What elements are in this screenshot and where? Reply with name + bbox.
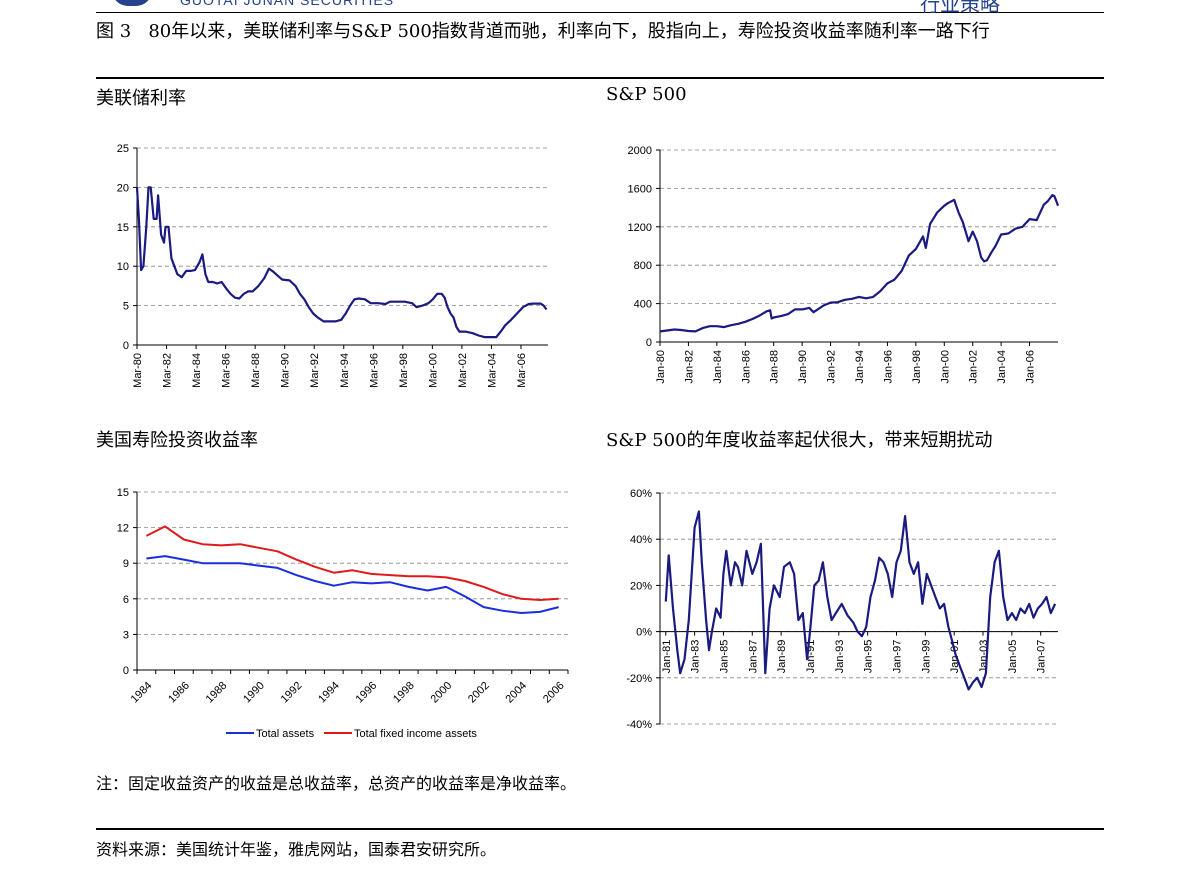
- ins-xtick-label: 2004: [503, 680, 529, 706]
- ret-ytick-label: 20%: [630, 580, 652, 592]
- ret-ytick-label: 0%: [636, 627, 652, 639]
- fed-ytick-label: 5: [123, 301, 129, 313]
- sp-xtick-label: Jan-90: [797, 350, 809, 384]
- sp-ytick-label: 0: [646, 337, 652, 349]
- panel-title-returns: S&P 500的年度收益率起伏很大，带来短期扰动: [606, 430, 993, 451]
- sp-xtick-label: Jan-06: [1025, 350, 1037, 384]
- ins-ytick-label: 9: [123, 558, 129, 570]
- footer-rule: [96, 828, 1104, 830]
- sp-xtick-label: Jan-88: [769, 350, 781, 384]
- fed-xtick-label: Mar-82: [162, 353, 174, 388]
- sp-ytick-label: 1200: [628, 222, 652, 234]
- ret-ytick-label: 60%: [630, 488, 652, 500]
- fed-xtick-label: Mar-04: [486, 353, 498, 388]
- legend-label: Total assets: [256, 728, 315, 740]
- fed-xtick-label: Mar-88: [250, 353, 262, 388]
- ret-xtick-label: Jan-93: [834, 640, 846, 674]
- ret-xtick-label: Jan-85: [718, 640, 730, 674]
- sp-xtick-label: Jan-84: [712, 350, 724, 384]
- figure-label: 图 3: [96, 21, 132, 42]
- fed-xtick-label: Mar-86: [221, 353, 233, 388]
- sp-ytick-label: 2000: [628, 145, 652, 157]
- fed-ytick-label: 20: [117, 182, 129, 194]
- ret-xtick-label: Jan-95: [863, 640, 875, 674]
- ret-xtick-label: Jan-83: [690, 640, 702, 674]
- ins-xtick-label: 1988: [204, 680, 230, 706]
- sp-xtick-label: Jan-94: [854, 350, 866, 384]
- sp-xtick-label: Jan-86: [740, 350, 752, 384]
- fed-series-line: [135, 186, 548, 339]
- figure-caption: 80年以来，美联储利率与S&P 500指数背道而驰，利率向下，股指向上，寿险投资…: [148, 21, 990, 42]
- fed-xtick-label: Mar-92: [309, 353, 321, 388]
- sp-series-line: [659, 194, 1060, 333]
- fed-xtick-label: Mar-98: [398, 353, 410, 388]
- ins-xtick-label: 2006: [541, 680, 567, 706]
- sp-xtick-label: Jan-92: [826, 350, 838, 384]
- sp-xtick-label: Jan-80: [655, 350, 667, 384]
- ins-series-line: [145, 525, 559, 601]
- ins-xtick-label: 1994: [316, 680, 342, 706]
- ins-ytick-label: 0: [123, 665, 129, 677]
- source-note: 资料来源：美国统计年鉴，雅虎网站，国泰君安研究所。: [96, 840, 497, 859]
- ret-xtick-label: Jan-07: [1036, 640, 1048, 674]
- sp-ytick-label: 800: [634, 260, 652, 272]
- fed-xtick-label: Mar-02: [457, 353, 469, 388]
- ret-series-line: [664, 510, 1057, 691]
- sp-xtick-label: Jan-02: [968, 350, 980, 384]
- ins-xtick-label: 2000: [429, 680, 455, 706]
- panel-title-fed: 美联储利率: [96, 88, 186, 109]
- ins-ytick-label: 12: [117, 523, 129, 535]
- fed-ytick-label: 10: [117, 261, 129, 273]
- ins-xtick-label: 1984: [129, 680, 155, 706]
- fed-ytick-label: 25: [117, 143, 129, 155]
- company-logo-text: GUOTAI JUNAN SECURITIES: [180, 0, 395, 8]
- report-type-label: 行业策略: [920, 0, 1000, 16]
- ins-ytick-label: 6: [123, 594, 129, 606]
- ret-xtick-label: Jan-05: [1007, 640, 1019, 674]
- ret-ytick-label: -40%: [626, 719, 652, 731]
- ret-xtick-label: Jan-99: [920, 640, 932, 674]
- ret-ytick-label: -20%: [626, 673, 652, 685]
- panel-title-insurance: 美国寿险投资收益率: [96, 430, 258, 451]
- ins-xtick-label: 1998: [391, 680, 417, 706]
- ins-xtick-label: 1996: [354, 680, 380, 706]
- ret-ytick-label: 40%: [630, 534, 652, 546]
- ret-xtick-label: Jan-89: [776, 640, 788, 674]
- ins-xtick-label: 1992: [279, 680, 305, 706]
- sp-ytick-label: 1600: [628, 183, 652, 195]
- ins-series-line: [146, 555, 559, 614]
- ret-xtick-label: Jan-81: [661, 640, 673, 674]
- sp-xtick-label: Jan-04: [996, 350, 1008, 384]
- company-logo-icon: [112, 0, 152, 6]
- legend-label: Total fixed income assets: [354, 728, 477, 740]
- ins-xtick-label: 1986: [166, 680, 192, 706]
- fed-xtick-label: Mar-80: [132, 353, 144, 388]
- header-rule: [96, 12, 1104, 13]
- fed-ytick-label: 0: [123, 340, 129, 352]
- ins-xtick-label: 1990: [241, 680, 267, 706]
- fed-ytick-label: 15: [117, 222, 129, 234]
- ret-xtick-label: Jan-87: [747, 640, 759, 674]
- sp-xtick-label: Jan-82: [683, 350, 695, 384]
- sp-xtick-label: Jan-98: [911, 350, 923, 384]
- fed-xtick-label: Mar-00: [427, 353, 439, 388]
- fed-xtick-label: Mar-94: [339, 353, 351, 388]
- panel-title-sp: S&P 500: [606, 84, 687, 105]
- sp-ytick-label: 400: [634, 299, 652, 311]
- ins-ytick-label: 3: [123, 629, 129, 641]
- ret-xtick-label: Jan-97: [891, 640, 903, 674]
- fed-xtick-label: Mar-90: [280, 353, 292, 388]
- ins-xtick-label: 2002: [466, 680, 492, 706]
- title-rule: [96, 77, 1104, 79]
- sp-xtick-label: Jan-96: [882, 350, 894, 384]
- sp-xtick-label: Jan-00: [939, 350, 951, 384]
- fed-xtick-label: Mar-96: [368, 353, 380, 388]
- ins-ytick-label: 15: [117, 487, 129, 499]
- figure-title: 图 3 80年以来，美联储利率与S&P 500指数背道而驰，利率向下，股指向上，…: [96, 18, 1096, 46]
- fed-xtick-label: Mar-06: [516, 353, 528, 388]
- footnote: 注：固定收益资产的收益是总收益率，总资产的收益率是净收益率。: [96, 774, 577, 793]
- fed-xtick-label: Mar-84: [191, 353, 203, 388]
